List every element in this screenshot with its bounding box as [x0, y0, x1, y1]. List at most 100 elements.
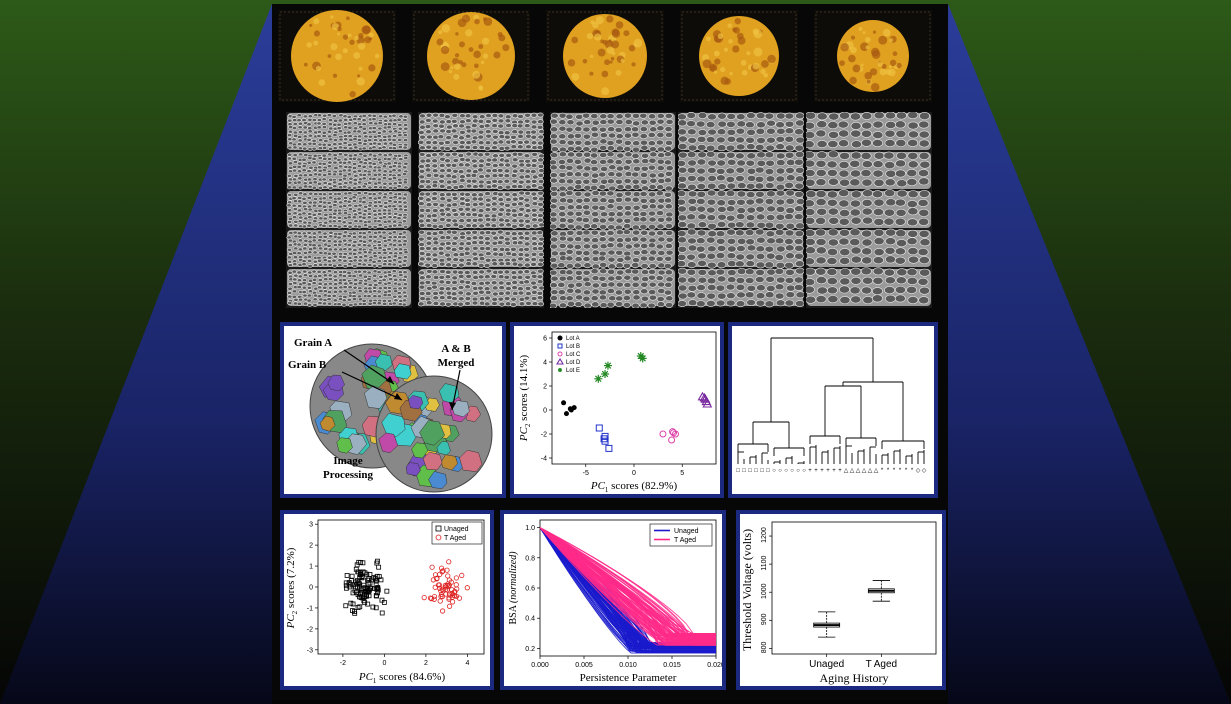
x-tick-label: 0.000 [531, 662, 549, 669]
sem-grain [775, 135, 786, 143]
sem-grain [755, 205, 765, 213]
data-curve [539, 527, 716, 637]
sem-grain [457, 285, 465, 290]
sem-grain [716, 199, 726, 207]
sem-grain [397, 145, 403, 149]
sem-grain [387, 129, 393, 134]
sem-grain [397, 177, 403, 182]
sem-grain [665, 230, 674, 236]
sem-grain [317, 146, 323, 151]
sem-grain [383, 274, 389, 279]
micrograph-speckle [763, 72, 769, 78]
sem-grain [567, 151, 576, 158]
sem-grain [321, 153, 327, 158]
sem-grain [550, 256, 558, 263]
sem-grain [591, 197, 600, 203]
sem-grain [566, 197, 575, 204]
sem-grain [296, 164, 302, 169]
sem-grain [352, 258, 358, 263]
sem-grain [649, 177, 658, 184]
sem-grain [381, 129, 387, 134]
sem-grain [765, 159, 775, 167]
sem-grain [337, 152, 343, 157]
sem-grain [615, 301, 624, 307]
sem-grain [307, 250, 313, 255]
sem-grain [735, 166, 745, 174]
sem-grain [582, 178, 591, 185]
sem-grain [566, 133, 575, 140]
sem-grain [362, 208, 368, 213]
sem-grain [755, 253, 766, 260]
sem-grain [372, 212, 378, 217]
sem-grain [582, 126, 591, 133]
sem-grain [678, 284, 688, 292]
sem-grain [657, 269, 666, 276]
sem-grain [536, 290, 544, 296]
sem-grain [418, 196, 425, 201]
sem-grain [575, 113, 584, 120]
sem-grain [337, 281, 343, 286]
sem-grain [861, 178, 873, 187]
sem-grain [297, 121, 304, 126]
sem-grain [774, 292, 785, 300]
sem-grain [296, 142, 303, 147]
sem-grain [372, 278, 378, 283]
sem-grain [402, 118, 408, 122]
sem-grain [558, 242, 567, 249]
micrograph-speckle [878, 35, 888, 45]
data-point [370, 604, 376, 610]
micrograph-speckle [482, 53, 489, 59]
sem-grain [511, 157, 519, 163]
sem-grain [632, 140, 641, 147]
micrograph-speckle [347, 33, 352, 38]
sem-grain [838, 161, 850, 169]
sem-grain [388, 195, 394, 200]
sem-grain [574, 288, 583, 295]
sem-grain [566, 236, 575, 243]
sem-grain [424, 124, 432, 130]
sem-grain [518, 162, 526, 168]
sem-grain [477, 192, 485, 198]
sem-grain [402, 270, 408, 275]
sem-grain [322, 200, 328, 205]
sem-grain [511, 184, 518, 189]
sem-grain [307, 258, 313, 263]
sem-grain [764, 198, 775, 205]
sem-grain [678, 182, 687, 190]
sem-grain [464, 162, 471, 168]
sem-grain [338, 247, 344, 252]
sem-grain [648, 198, 657, 204]
sem-grain [575, 151, 584, 158]
sem-grain [343, 152, 349, 157]
sem-grain [765, 144, 775, 152]
sem-grain [764, 168, 775, 176]
sem-grain [293, 297, 299, 302]
micrograph-speckle [862, 31, 866, 35]
sem-grain [352, 169, 358, 174]
sem-grain [424, 179, 432, 185]
sem-grain [497, 252, 505, 257]
sem-grain [648, 230, 657, 237]
sem-grain [566, 157, 575, 164]
sem-grain [816, 207, 828, 216]
sem-grain [347, 238, 353, 243]
micrograph-speckle [468, 47, 474, 52]
sem-grain [287, 152, 293, 157]
sem-grain [640, 243, 649, 249]
sem-grain [332, 274, 338, 279]
sem-grain [726, 276, 737, 284]
sem-grain [764, 151, 775, 159]
micrograph-speckle [740, 59, 747, 66]
sem-grain [785, 144, 795, 152]
data-point [445, 583, 451, 589]
sem-grain [327, 224, 333, 228]
sem-grain [716, 168, 726, 175]
sem-grain [338, 204, 344, 209]
sem-grain [505, 197, 512, 203]
sem-grain [764, 261, 775, 269]
sem-grain [396, 173, 402, 178]
sem-grain [884, 139, 896, 147]
sem-grain [640, 178, 649, 185]
sem-grain [376, 200, 382, 205]
sem-grain [623, 140, 632, 146]
